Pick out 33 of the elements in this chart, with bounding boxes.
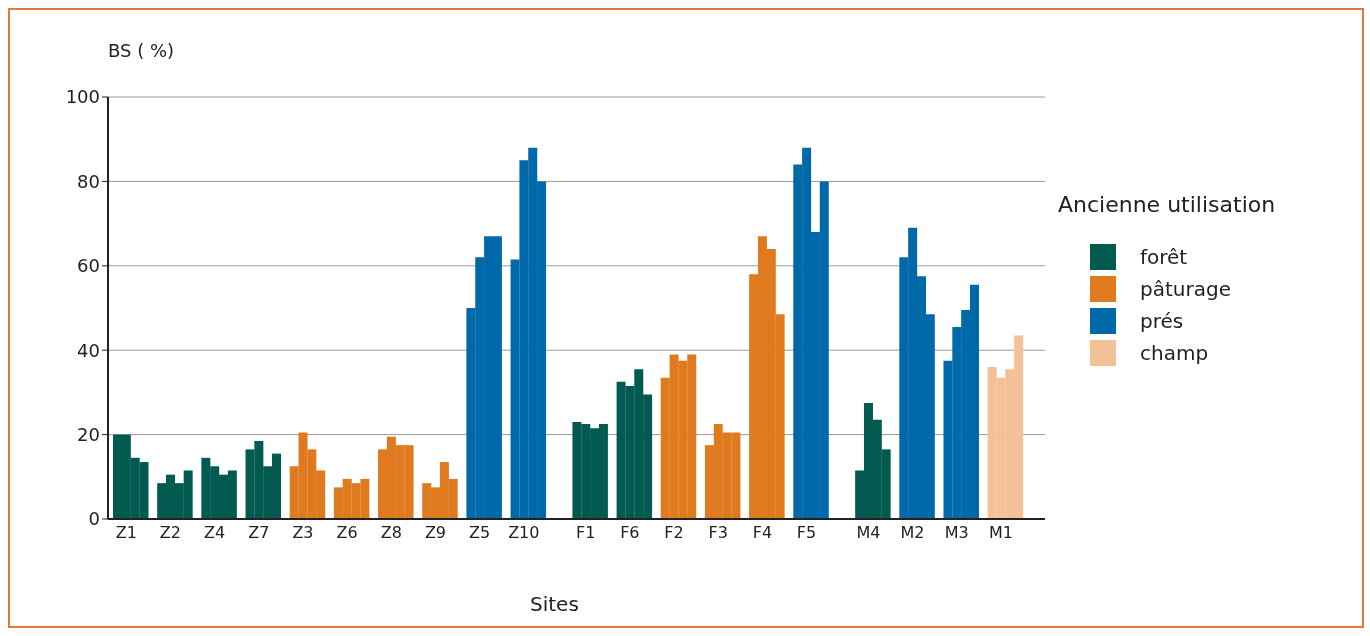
- x-tick-label: Z4: [204, 523, 226, 543]
- x-tick-label: F1: [575, 523, 596, 543]
- x-tick-label: Z1: [115, 523, 137, 543]
- legend-title: Ancienne utilisation: [1058, 192, 1276, 217]
- x-tick-label: Z5: [469, 523, 491, 543]
- legend-label: champ: [1140, 341, 1209, 365]
- x-tick-label: M3: [944, 523, 969, 543]
- legend-label: forêt: [1140, 245, 1188, 269]
- legend-label: prés: [1140, 309, 1184, 333]
- x-tick-label: Z7: [248, 523, 270, 543]
- x-tick-label: M4: [856, 523, 881, 543]
- x-tick-label: M1: [988, 523, 1013, 543]
- x-axis-title: Sites: [530, 592, 579, 616]
- x-tick-label: Z3: [292, 523, 314, 543]
- y-tick-label: 80: [77, 170, 100, 192]
- x-tick-label: Z8: [380, 523, 402, 543]
- x-tick-label: Z2: [159, 523, 181, 543]
- x-tick-label: M2: [900, 523, 925, 543]
- y-tick-label: 0: [88, 508, 100, 530]
- x-tick-label: F3: [708, 523, 728, 543]
- y-tick-label: 100: [65, 86, 100, 108]
- y-axis-title: BS ( %): [108, 40, 175, 61]
- y-tick-label: 40: [77, 339, 100, 361]
- x-tick-label: F2: [664, 523, 684, 543]
- y-tick-label: 60: [77, 255, 100, 277]
- y-tick-label: 20: [77, 423, 100, 445]
- x-tick-label: Z6: [336, 523, 358, 543]
- x-tick-label: F4: [752, 523, 773, 543]
- x-tick-label: F6: [620, 523, 640, 543]
- x-tick-label: Z10: [508, 523, 540, 543]
- x-tick-label: Z9: [424, 523, 447, 543]
- legend-label: pâturage: [1140, 277, 1231, 301]
- x-tick-label: F5: [796, 523, 817, 543]
